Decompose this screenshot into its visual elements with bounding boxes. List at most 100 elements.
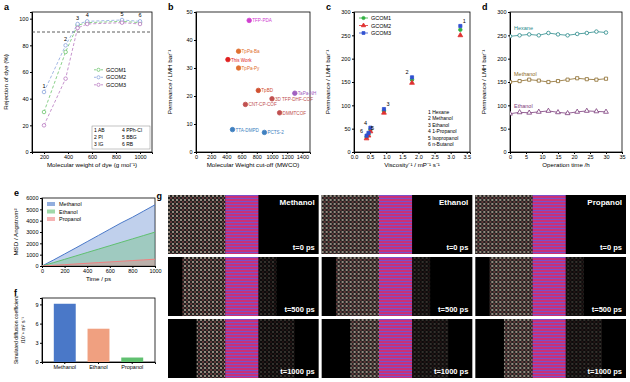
membrane: [379, 319, 412, 378]
marker: [595, 78, 598, 81]
point-label: TFP-PDA: [252, 18, 273, 23]
tick-label: 2000: [26, 241, 38, 247]
tick-label: 300: [341, 9, 350, 15]
annotation: 1 AB: [94, 127, 105, 133]
panel-b: b010203040500200400600800100012001400Mol…: [166, 2, 316, 168]
tick: 1000: [26, 252, 42, 258]
tick-mark: [194, 12, 196, 13]
y-axis-title: MSD / Angstrom²: [12, 208, 19, 255]
annotation: 5 Isopropanol: [428, 135, 458, 141]
tick: 0: [195, 152, 198, 160]
point-label: 2: [64, 36, 67, 42]
tick: 100: [19, 16, 32, 22]
marker: [459, 28, 463, 32]
tick-mark: [352, 35, 354, 36]
legend-marker: [362, 32, 365, 35]
tick-label: 800: [128, 268, 137, 274]
marker: [64, 77, 68, 81]
row-label: t=1000 ps: [434, 367, 468, 376]
tick: 400: [64, 152, 73, 160]
axis-line: [30, 13, 33, 153]
marker: [76, 22, 80, 26]
tick: 6000: [26, 195, 42, 201]
annotation-box: [92, 126, 150, 149]
tick-mark: [508, 35, 510, 36]
panel-label: a: [4, 2, 10, 12]
tick-label: 1000: [149, 268, 161, 274]
tick-mark: [30, 152, 32, 153]
marker: [64, 50, 68, 54]
tick-label: 1200: [282, 154, 294, 160]
marker: [566, 78, 569, 81]
tick: 60: [22, 69, 32, 75]
marker: [64, 44, 68, 48]
plot-frame: [42, 298, 155, 362]
x-axis-title: Molecular weight of dye (g mol⁻¹): [47, 161, 137, 168]
tick-label: 1000: [134, 154, 146, 160]
marker: [247, 18, 252, 23]
plot-frame: [510, 12, 622, 152]
tick: 800: [253, 152, 262, 160]
marker: [236, 49, 241, 54]
tick-mark: [194, 68, 196, 69]
y-axis-title: Permeance / LMH bar⁻¹: [324, 50, 331, 115]
y-axis: 050100150200250300: [341, 9, 354, 155]
membrane: [379, 257, 412, 316]
legend-label: GCOM2: [371, 23, 391, 29]
plot-area: [42, 205, 155, 266]
snapshot-bg: [168, 319, 319, 378]
tick: 50: [500, 126, 510, 132]
tick-mark: [40, 304, 42, 305]
point-label: 1: [42, 83, 45, 89]
row-label: t=500 ps: [592, 305, 622, 314]
marker: [556, 33, 560, 37]
snapshot: t=1000 ps: [322, 319, 473, 378]
tick-mark: [194, 96, 196, 97]
tick-label: 1400: [297, 154, 309, 160]
legend-label: GCOM2: [106, 74, 126, 80]
point-label: 4: [364, 120, 367, 126]
tick: 250: [497, 33, 510, 39]
tick-mark: [508, 82, 510, 83]
area: [42, 259, 155, 266]
tick: 600: [106, 266, 115, 274]
tick: 20: [186, 93, 196, 99]
marker: [226, 57, 231, 62]
tick-mark: [508, 129, 510, 130]
point-label: TpPa-Py: [242, 66, 261, 71]
tick: 400: [222, 152, 231, 160]
permeated-region: [566, 257, 584, 316]
tick-label: 3.0: [447, 154, 455, 160]
annotation: 5 BBG: [122, 134, 137, 140]
tick-label: 5: [525, 154, 528, 160]
tick-label: 50: [186, 9, 192, 15]
tick: 50: [344, 126, 354, 132]
solvent-region: [475, 195, 532, 254]
y-axis: 01020304050: [186, 9, 196, 155]
marker: [604, 77, 607, 80]
area: [42, 205, 155, 266]
legend-label: Propanol: [59, 216, 81, 222]
annotation: 3 IG: [94, 141, 104, 147]
x-axis-title: Operation time /h: [542, 161, 590, 168]
panel-f: f0369MethanolEthanolPropanolSimulated di…: [13, 288, 156, 370]
bar: [54, 304, 76, 362]
y-axis-title: Rejection of dye (%): [2, 54, 9, 110]
tick-label: 600: [238, 154, 247, 160]
tick-label: 250: [341, 33, 350, 39]
marker: [537, 79, 540, 82]
marker: [575, 109, 580, 113]
tick: Methanol: [53, 362, 76, 370]
legend-swatch: [47, 217, 55, 221]
tick: 30: [186, 65, 196, 71]
tick: 25: [587, 152, 593, 160]
tick: 1200: [282, 152, 294, 160]
point-label: TaPa-NH: [298, 91, 317, 96]
annotation: 3 Ethanol: [428, 122, 449, 128]
snapshot: Methanolt=0 ps: [168, 195, 319, 254]
tick: 600: [238, 152, 247, 160]
marker: [42, 90, 46, 94]
marker: [565, 110, 570, 114]
plot-frame: [196, 12, 310, 152]
tick-label: 100: [341, 103, 350, 109]
